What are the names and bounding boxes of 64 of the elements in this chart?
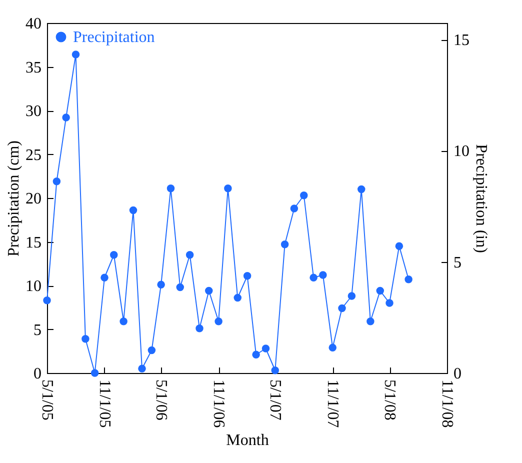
- point: [319, 271, 327, 279]
- point: [186, 251, 194, 259]
- x-tick-label: 5/1/05: [38, 380, 56, 420]
- y-tick-label: 30: [26, 103, 42, 120]
- point: [138, 364, 146, 372]
- point: [376, 286, 384, 295]
- y-tick-label: 5: [34, 322, 42, 339]
- x-tick-label: 11/1/07: [324, 380, 342, 428]
- legend-label: Precipitation: [73, 29, 155, 46]
- point: [214, 318, 222, 326]
- point: [328, 344, 336, 352]
- point: [166, 184, 175, 192]
- y-tick-label: 15: [26, 234, 42, 252]
- point: [358, 185, 366, 194]
- y-tick-label: 20: [26, 190, 42, 208]
- point: [234, 294, 242, 302]
- y2-tick-label: 10: [454, 143, 470, 160]
- point: [280, 240, 289, 248]
- point: [148, 346, 156, 354]
- point: [395, 242, 404, 250]
- point: [100, 274, 108, 282]
- point: [62, 114, 70, 122]
- point: [129, 206, 138, 214]
- point: [404, 276, 412, 284]
- y2-axis-title: Precipitation (in): [472, 144, 490, 253]
- point: [310, 274, 318, 282]
- point: [52, 178, 61, 186]
- x-tick-label: 5/1/07: [266, 380, 284, 420]
- point: [338, 304, 346, 312]
- x-tick-label: 11/1/08: [438, 380, 456, 428]
- y-tick-label: 0: [34, 366, 42, 382]
- y2-tick-label: 15: [454, 32, 470, 50]
- point: [348, 292, 356, 300]
- point: [386, 299, 394, 307]
- x-axis-title: Month: [226, 432, 269, 449]
- point: [120, 318, 128, 326]
- point: [110, 251, 118, 259]
- y-tick-label: 35: [26, 59, 42, 76]
- point: [157, 280, 165, 288]
- y2-tick-label: 5: [454, 254, 462, 272]
- x-tick-label: 11/1/05: [96, 380, 113, 428]
- point: [252, 350, 260, 358]
- y-tick-label: 25: [26, 146, 42, 164]
- point: [262, 344, 270, 352]
- point: [72, 50, 80, 58]
- point: [205, 286, 213, 295]
- point: [176, 283, 184, 292]
- point: [366, 318, 374, 326]
- point: [224, 184, 232, 192]
- x-tick-label: 11/1/06: [210, 380, 228, 428]
- point: [271, 366, 279, 374]
- point: [90, 369, 99, 377]
- point: [43, 296, 51, 304]
- point: [300, 192, 308, 200]
- point: [243, 272, 252, 280]
- x-tick-label: 5/1/08: [381, 380, 398, 420]
- y2-tick-label: 0: [454, 366, 462, 382]
- point: [196, 324, 204, 332]
- x-tick-label: 5/1/06: [152, 380, 170, 420]
- point: [290, 204, 298, 212]
- y-tick-label: 10: [26, 278, 42, 295]
- y-tick-label: 40: [26, 16, 42, 32]
- point: [82, 335, 90, 343]
- y-axis-title: Precipitation (cm): [6, 140, 22, 256]
